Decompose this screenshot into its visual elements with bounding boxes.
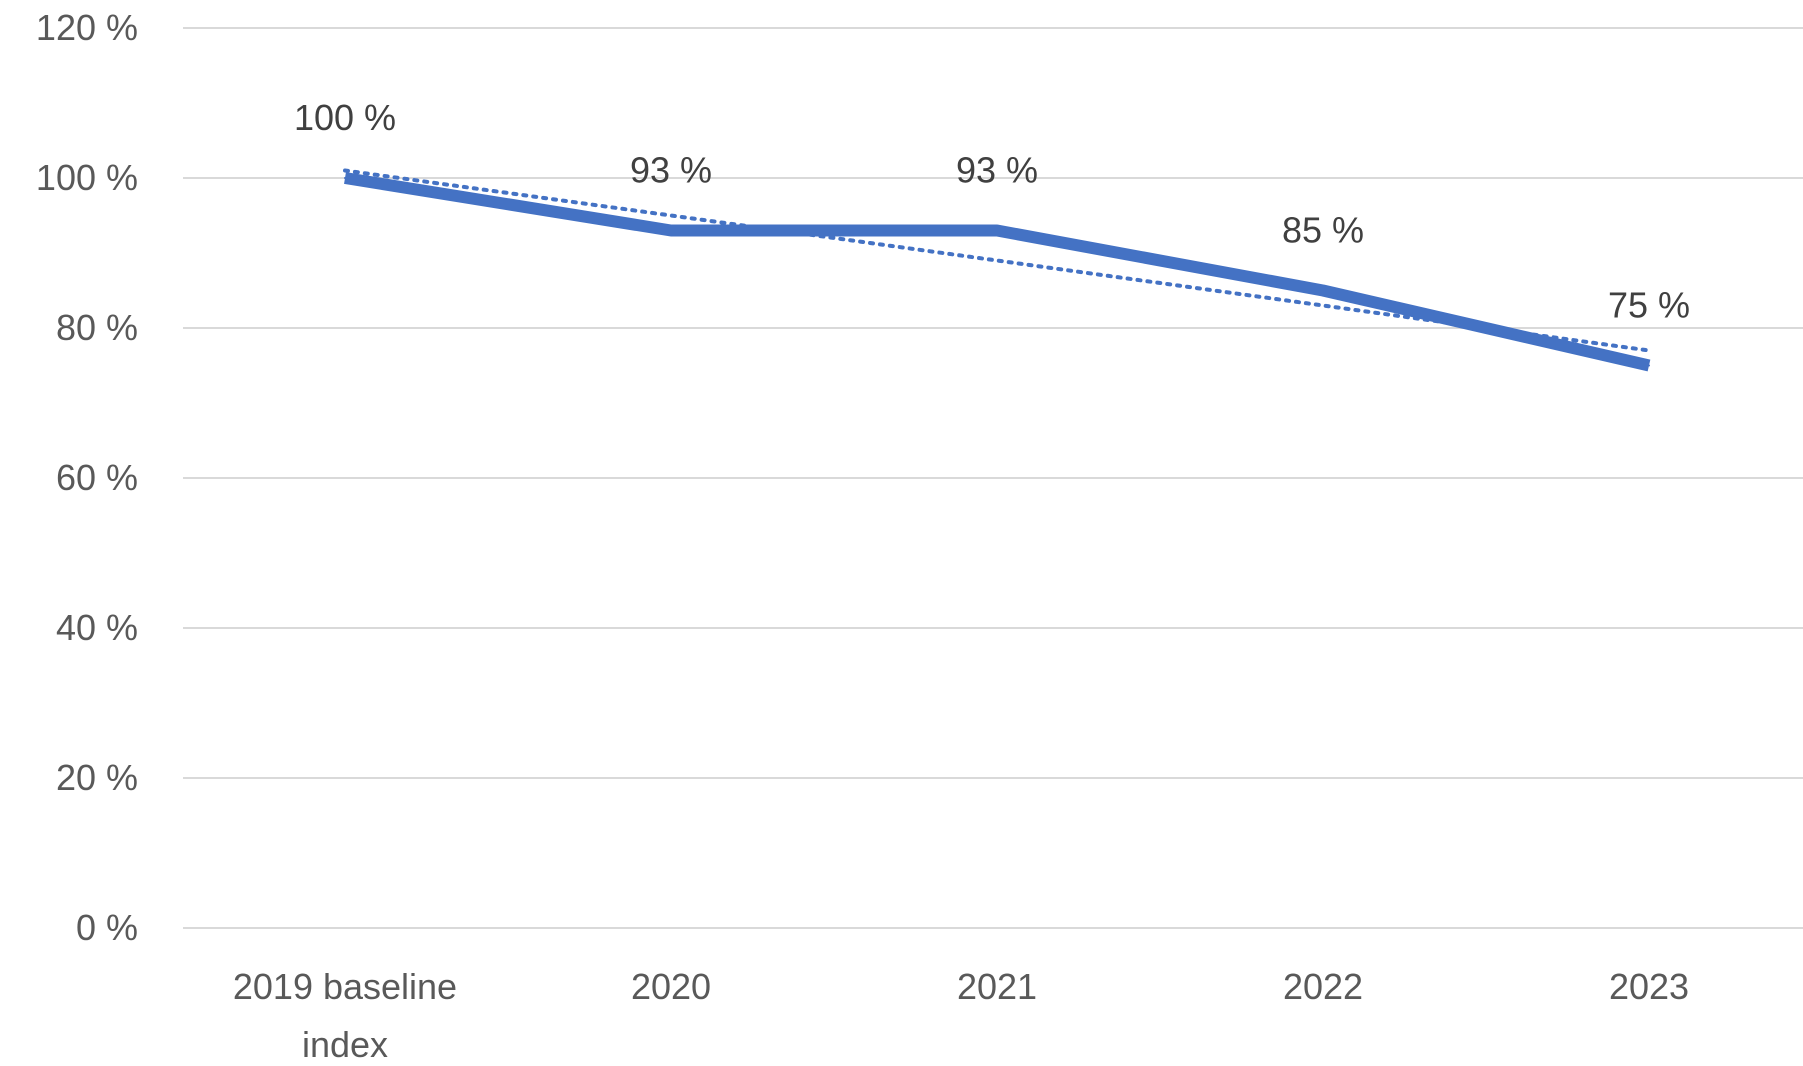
y-tick-label: 80 % bbox=[56, 307, 138, 348]
x-tick-label-line: 2023 bbox=[1609, 966, 1689, 1007]
data-point bbox=[996, 229, 998, 232]
data-label: 93 % bbox=[630, 150, 712, 191]
data-label: 100 % bbox=[294, 97, 396, 138]
x-tick-label: 2021 bbox=[957, 966, 1037, 1007]
gridlines bbox=[183, 27, 1803, 929]
data-point bbox=[670, 229, 672, 232]
x-tick-label-line: 2020 bbox=[631, 966, 711, 1007]
data-label: 85 % bbox=[1282, 210, 1364, 251]
x-tick-label: 2020 bbox=[631, 966, 711, 1007]
data-label: 93 % bbox=[956, 150, 1038, 191]
y-tick-label: 120 % bbox=[36, 7, 138, 48]
y-tick-label: 60 % bbox=[56, 457, 138, 498]
x-tick-label: 2023 bbox=[1609, 966, 1689, 1007]
data-label: 75 % bbox=[1608, 285, 1690, 326]
data-labels: 100 % 93 % 93 % 85 % 75 % bbox=[294, 97, 1690, 326]
x-tick-label-line: index bbox=[302, 1024, 388, 1065]
series-line bbox=[344, 172, 1651, 372]
trendline-group bbox=[343, 168, 1651, 353]
x-tick-label: 2022 bbox=[1283, 966, 1363, 1007]
data-point bbox=[1648, 364, 1650, 367]
y-tick-label: 40 % bbox=[56, 607, 138, 648]
y-tick-label: 0 % bbox=[76, 907, 138, 948]
y-axis: 0 % 20 % 40 % 60 % 80 % 100 % 120 % bbox=[36, 7, 138, 948]
x-tick-label-line: 2022 bbox=[1283, 966, 1363, 1007]
data-point bbox=[1322, 289, 1324, 292]
x-axis: 2019 baseline index 2020 2021 2022 2023 bbox=[233, 966, 1689, 1065]
series-group bbox=[344, 172, 1651, 372]
y-tick-label: 100 % bbox=[36, 157, 138, 198]
x-tick-label-line: 2019 baseline bbox=[233, 966, 457, 1007]
y-tick-label: 20 % bbox=[56, 757, 138, 798]
trendline bbox=[343, 168, 1651, 353]
data-point bbox=[344, 177, 346, 179]
x-tick-label-line: 2021 bbox=[957, 966, 1037, 1007]
x-tick-label: 2019 baseline index bbox=[233, 966, 457, 1065]
